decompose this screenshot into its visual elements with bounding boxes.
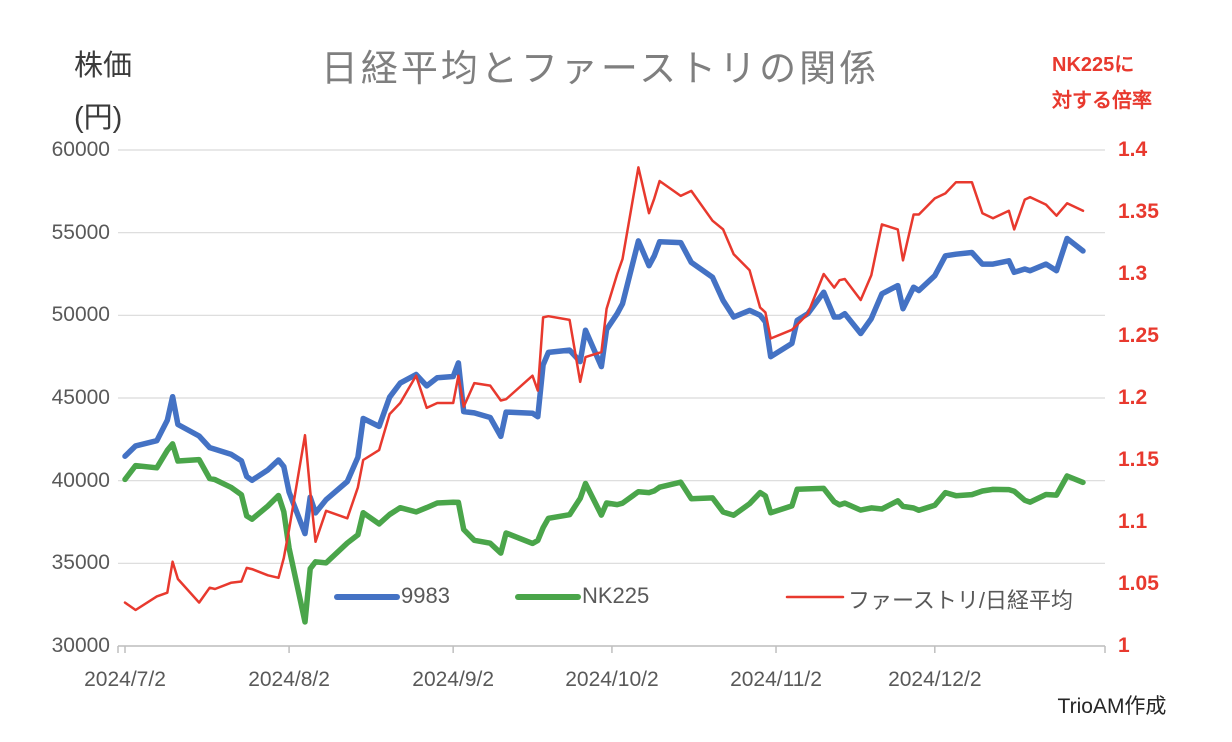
y-axis-left-tick-label: 35000 — [51, 551, 110, 575]
y-axis-right-tick-label: 1.2 — [1118, 386, 1148, 409]
y-axis-right-tick-label: 1.25 — [1118, 324, 1159, 347]
y-axis-left-tick-label: 40000 — [51, 468, 110, 492]
chart-title: 日経平均とファーストリの関係 — [320, 48, 880, 89]
x-axis-tick-label: 2024/11/2 — [730, 668, 822, 691]
series-line-NK225 — [122, 441, 1086, 625]
y-axis-right-tick-label: 1.05 — [1118, 572, 1159, 595]
y-axis-right-tick-label: 1.15 — [1118, 448, 1159, 471]
left-axis-title-line1: 株価 — [74, 50, 133, 82]
y-axis-left-tick-label: 60000 — [51, 138, 110, 161]
series-line-ファーストリ/日経平均 — [123, 166, 1085, 612]
y-axis-left-tick-label: 45000 — [51, 386, 110, 409]
legend-label-9983: 9983 — [401, 583, 450, 608]
y-axis-right-tick-label: 1 — [1118, 634, 1130, 657]
x-axis-tick-label: 2024/10/2 — [565, 668, 659, 691]
x-axis-tick-label: 2024/12/2 — [888, 668, 982, 691]
right-axis-title-line2: 対する倍率 — [1052, 90, 1152, 112]
series-line-9983 — [122, 235, 1086, 537]
y-axis-right-tick-label: 1.3 — [1118, 262, 1148, 285]
x-axis-tick-label: 2024/9/2 — [412, 668, 495, 691]
right-axis-title-line1: NK225に — [1052, 54, 1135, 76]
x-axis-tick-label: 2024/7/2 — [84, 668, 166, 691]
left-axis-title-line2: (円) — [74, 102, 123, 134]
y-axis-left-tick-label: 50000 — [51, 303, 110, 327]
x-axis-tick-label: 2024/8/2 — [248, 668, 330, 691]
y-axis-right-tick-label: 1.1 — [1118, 510, 1148, 533]
legend-label-NK225: NK225 — [582, 583, 650, 608]
y-axis-left-tick-label: 30000 — [51, 634, 110, 657]
y-axis-left-tick-label: 55000 — [51, 220, 110, 244]
y-axis-right-tick-label: 1.4 — [1118, 138, 1148, 161]
credit-text: TrioAM作成 — [1057, 695, 1167, 718]
y-axis-right-tick-label: 1.35 — [1118, 200, 1159, 223]
legend-label-ファーストリ/日経平均: ファーストリ/日経平均 — [848, 588, 1074, 613]
